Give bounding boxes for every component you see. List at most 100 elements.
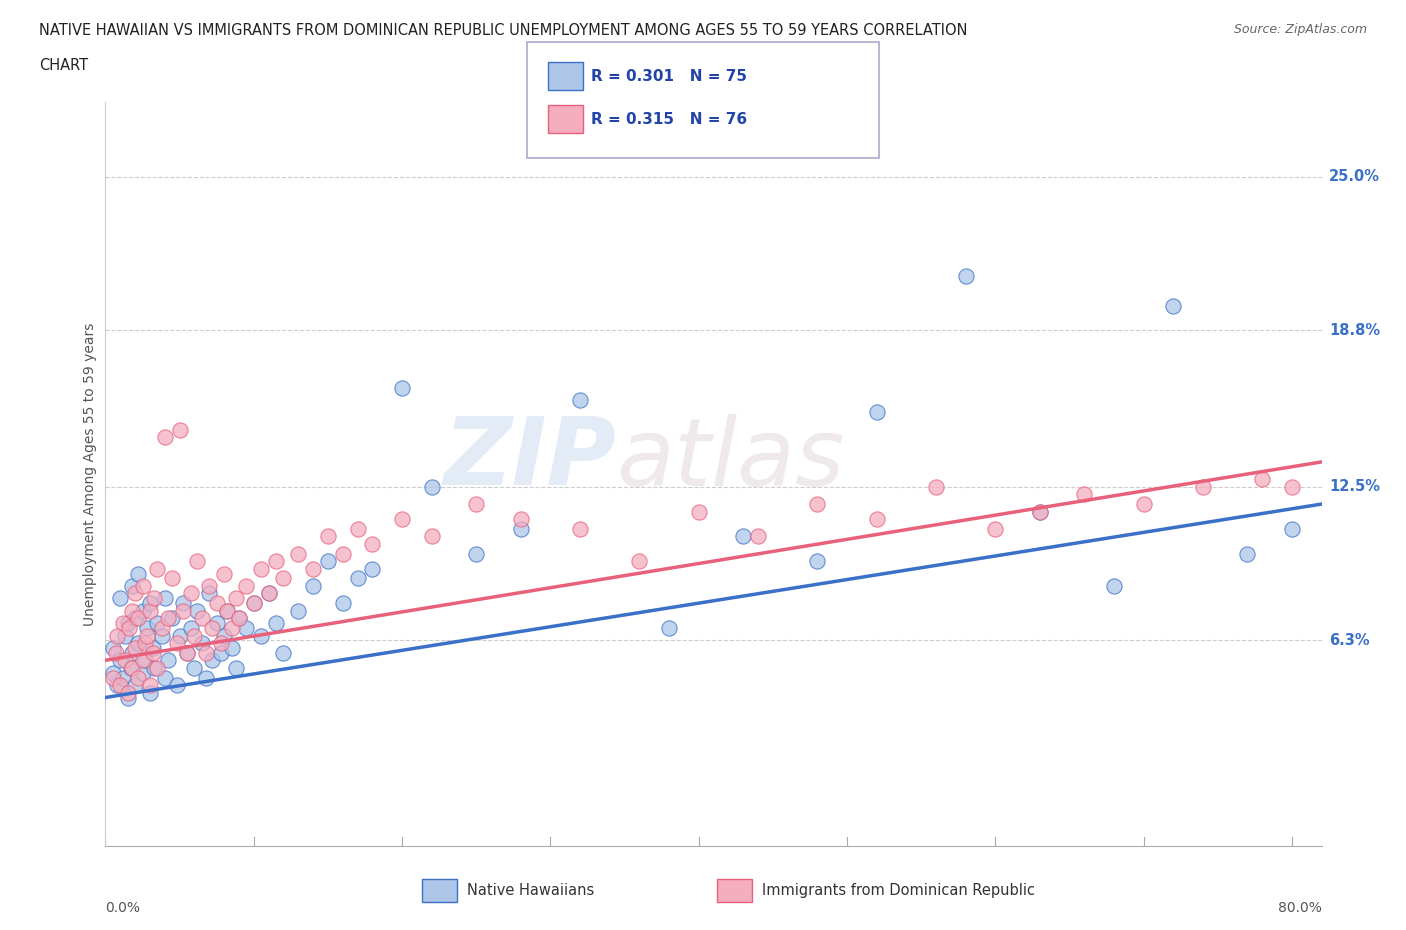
Point xyxy=(153,671,176,685)
Point xyxy=(131,604,153,618)
Point xyxy=(183,660,205,675)
Text: CHART: CHART xyxy=(39,58,89,73)
Point xyxy=(139,596,162,611)
Point xyxy=(136,620,159,635)
Point xyxy=(250,561,273,576)
Point xyxy=(217,604,239,618)
Point xyxy=(169,422,191,437)
Point xyxy=(180,620,202,635)
Point xyxy=(131,665,153,680)
Point xyxy=(143,591,166,605)
Point xyxy=(198,578,221,593)
Point xyxy=(150,628,173,643)
Text: Immigrants from Dominican Republic: Immigrants from Dominican Republic xyxy=(762,883,1035,898)
Point xyxy=(221,641,243,656)
Point xyxy=(146,561,169,576)
Point xyxy=(806,497,828,512)
Point xyxy=(273,571,295,586)
Point xyxy=(101,641,124,656)
Point xyxy=(143,660,166,675)
Point xyxy=(105,628,128,643)
Point xyxy=(1281,479,1303,494)
Point xyxy=(316,529,339,544)
Point xyxy=(346,522,368,537)
Point xyxy=(287,604,309,618)
Point xyxy=(124,641,146,656)
Point xyxy=(124,611,146,626)
Text: 25.0%: 25.0% xyxy=(1329,169,1381,184)
Point xyxy=(118,620,141,635)
Point xyxy=(139,604,162,618)
Point xyxy=(1192,479,1215,494)
Point xyxy=(110,653,132,668)
Point xyxy=(346,571,368,586)
Point xyxy=(127,671,149,685)
Point xyxy=(569,392,592,407)
Point xyxy=(198,586,221,601)
Point xyxy=(160,571,183,586)
Point xyxy=(121,645,143,660)
Point xyxy=(153,430,176,445)
Point xyxy=(221,620,243,635)
Point xyxy=(1029,504,1052,519)
Point xyxy=(332,546,354,561)
Point xyxy=(225,660,247,675)
Point xyxy=(160,611,183,626)
Point xyxy=(127,566,149,581)
Point xyxy=(866,512,889,526)
Point xyxy=(146,616,169,631)
Point xyxy=(114,653,136,668)
Point xyxy=(205,596,228,611)
Point xyxy=(104,645,127,660)
Point xyxy=(391,380,413,395)
Point xyxy=(121,604,143,618)
Text: ZIP: ZIP xyxy=(443,414,616,505)
Point xyxy=(257,586,280,601)
Point xyxy=(131,653,153,668)
Point xyxy=(156,611,179,626)
Point xyxy=(242,596,264,611)
Point xyxy=(1251,472,1274,486)
Text: R = 0.315   N = 76: R = 0.315 N = 76 xyxy=(591,112,747,126)
Point xyxy=(134,653,156,668)
Point xyxy=(1132,497,1154,512)
Point xyxy=(465,497,488,512)
Point xyxy=(1029,504,1052,519)
Point xyxy=(110,678,132,693)
Point xyxy=(332,596,354,611)
Point xyxy=(955,269,977,284)
Point xyxy=(1236,546,1258,561)
Point xyxy=(139,678,162,693)
Point xyxy=(1073,486,1095,501)
Point xyxy=(139,685,162,700)
Text: 80.0%: 80.0% xyxy=(1278,901,1322,915)
Point xyxy=(112,616,135,631)
Point xyxy=(166,635,188,650)
Point xyxy=(127,611,149,626)
Point xyxy=(191,611,214,626)
Point xyxy=(117,616,139,631)
Point xyxy=(124,586,146,601)
Text: 12.5%: 12.5% xyxy=(1329,479,1381,494)
Point xyxy=(186,604,208,618)
Point xyxy=(925,479,948,494)
Point xyxy=(228,611,250,626)
Point xyxy=(209,645,232,660)
Point xyxy=(287,546,309,561)
Point xyxy=(176,645,198,660)
Point xyxy=(195,645,218,660)
Point xyxy=(361,537,384,551)
Point xyxy=(105,678,128,693)
Text: R = 0.301   N = 75: R = 0.301 N = 75 xyxy=(591,69,747,84)
Point xyxy=(146,660,169,675)
Point xyxy=(127,635,149,650)
Point xyxy=(569,522,592,537)
Point xyxy=(806,553,828,568)
Point xyxy=(117,690,139,705)
Point xyxy=(166,678,188,693)
Point xyxy=(201,653,224,668)
Text: 6.3%: 6.3% xyxy=(1329,633,1369,648)
Point xyxy=(264,553,287,568)
Point xyxy=(235,578,257,593)
Point xyxy=(209,635,232,650)
